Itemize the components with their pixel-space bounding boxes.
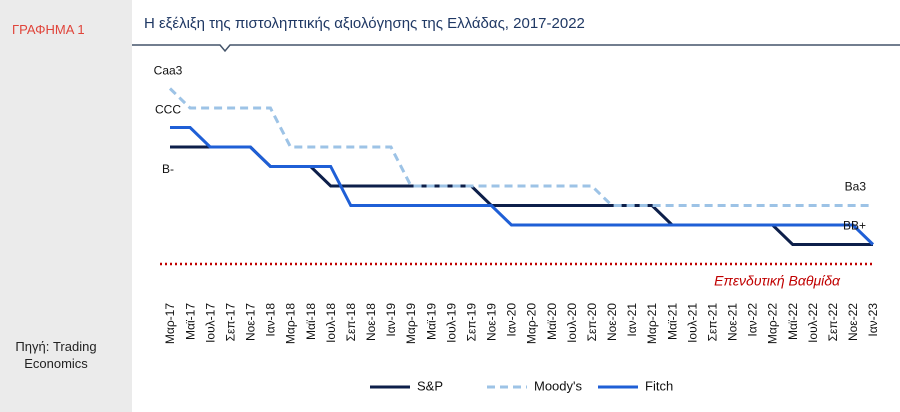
title-rule [132, 44, 900, 53]
chart-title: Η εξέλιξη της πιστοληπτικής αξιολόγησης … [144, 15, 585, 32]
x-tick-label: Μαϊ-17 [183, 303, 197, 340]
x-tick-label: Νοε-22 [846, 303, 860, 341]
start-label: B- [162, 162, 174, 176]
x-tick-label: Μαρ-21 [645, 303, 659, 344]
legend-label: Fitch [645, 378, 673, 393]
threshold-label: Επενδυτική Βαθμίδα [714, 273, 841, 289]
x-tick-label: Μαϊ-22 [786, 303, 800, 340]
x-tick-label: Νοε-20 [605, 303, 619, 341]
x-tick-label: Σεπ-22 [826, 303, 840, 342]
x-tick-label: Μαϊ-18 [304, 303, 318, 340]
x-tick-label: Ιουλ-20 [565, 303, 579, 343]
x-tick-label: Ιαν-23 [866, 303, 880, 337]
x-tick-label: Σεπ-19 [464, 303, 478, 342]
x-tick-label: Νοε-18 [364, 303, 378, 341]
x-tick-label: Ιαν-18 [264, 303, 278, 337]
x-tick-label: Μαρ-20 [525, 303, 539, 344]
x-tick-label: Μαρ-19 [404, 303, 418, 344]
end-label: Ba3 [845, 180, 867, 194]
x-tick-label: Σεπ-17 [223, 303, 237, 342]
x-tick-label: Μαϊ-19 [424, 303, 438, 340]
rating-line [170, 126, 875, 246]
source-note: Πηγή: Trading Economics [15, 339, 97, 371]
x-tick-label: Νοε-17 [244, 303, 258, 341]
legend-label: S&P [417, 378, 443, 393]
x-tick-label: Ιαν-20 [505, 303, 519, 337]
x-tick-label: Ιουλ-19 [444, 303, 458, 343]
legend-label: Moody's [534, 378, 583, 393]
figure-label: ΓΡΑΦΗΜΑ 1 [12, 22, 85, 37]
x-tick-label: Μαϊ-20 [545, 303, 559, 340]
x-tick-label: Σεπ-20 [585, 303, 599, 342]
x-tick-label: Μαρ-18 [284, 303, 298, 344]
start-label: Caa3 [154, 64, 183, 78]
x-tick-label: Ιουλ-18 [324, 303, 338, 343]
x-tick-label: Μαϊ-21 [665, 303, 679, 340]
start-label: CCC [155, 103, 181, 117]
x-tick-label: Νοε-19 [485, 303, 499, 341]
x-tick-label: Ιουλ-21 [685, 303, 699, 343]
x-tick-label: Σεπ-21 [705, 303, 719, 342]
x-tick-label: Ιαν-19 [384, 303, 398, 337]
rating-line [168, 87, 873, 207]
x-tick-label: Μαρ-22 [766, 303, 780, 344]
end-label: BB+ [843, 219, 866, 233]
x-tick-label: Ιαν-21 [625, 303, 639, 337]
x-tick-label: Ιουλ-17 [203, 303, 217, 343]
x-tick-label: Νοε-21 [726, 303, 740, 341]
x-tick-label: Μαρ-17 [163, 303, 177, 344]
x-tick-label: Ιαν-22 [746, 303, 760, 337]
x-tick-label: Σεπ-18 [344, 303, 358, 342]
x-tick-label: Ιουλ-22 [806, 303, 820, 343]
